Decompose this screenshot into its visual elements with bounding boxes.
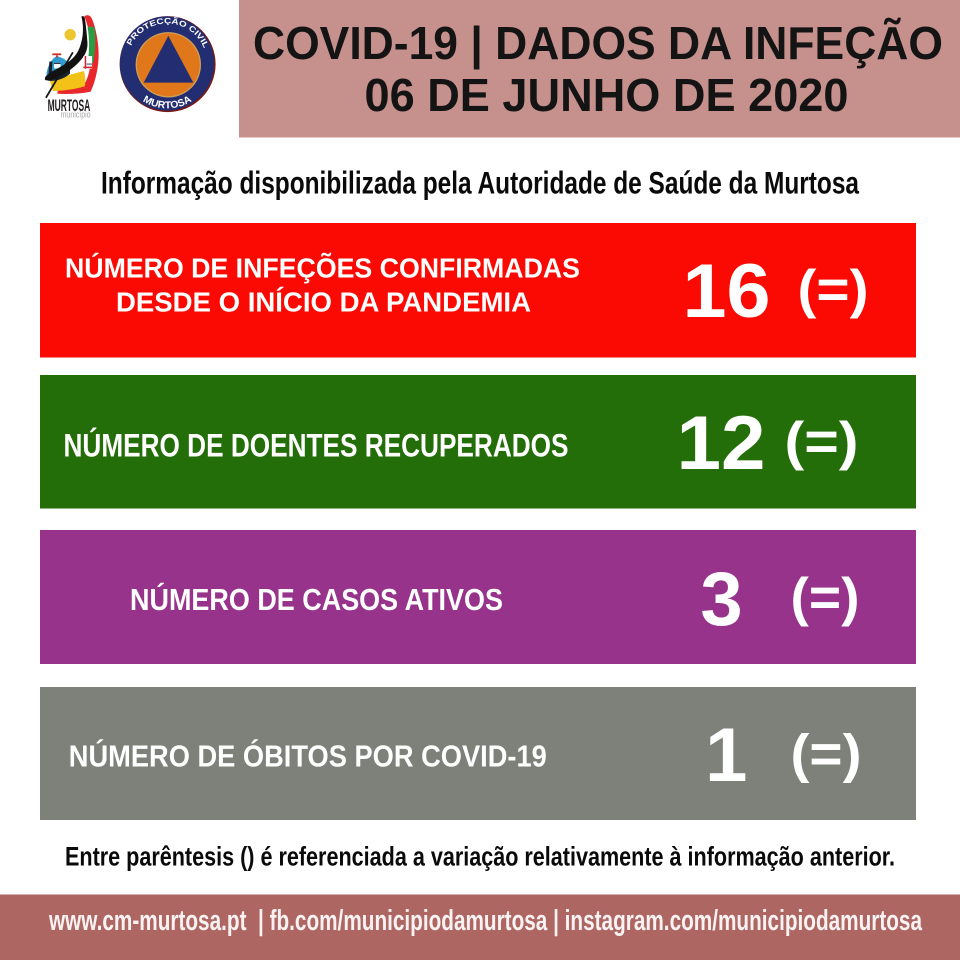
svg-text:Entre parêntesis () é referenc: Entre parêntesis () é referenciada a var…: [65, 842, 895, 872]
svg-text:COVID-19 | DADOS DA INFEÇÃO: COVID-19 | DADOS DA INFEÇÃO: [253, 17, 943, 69]
svg-text:município: município: [61, 109, 91, 119]
svg-text:16: 16: [683, 249, 771, 334]
svg-text:www.cm-murtosa.pt | fb.com/mu: www.cm-murtosa.pt | fb.com/municipiodamu…: [48, 905, 922, 937]
svg-text:MURTOSA: MURTOSA: [141, 94, 193, 112]
svg-text:NÚMERO DE DOENTES RECUPERADOS: NÚMERO DE DOENTES RECUPERADOS: [64, 428, 569, 464]
svg-text:06 DE JUNHO DE 2020: 06 DE JUNHO DE 2020: [365, 69, 849, 121]
svg-text:MURTOSA: MURTOSA: [48, 96, 91, 115]
svg-text:(=): (=): [798, 260, 869, 320]
svg-text:NÚMERO DE CASOS ATIVOS: NÚMERO DE CASOS ATIVOS: [130, 583, 503, 617]
svg-text:NÚMERO DE ÓBITOS POR COVID-19: NÚMERO DE ÓBITOS POR COVID-19: [69, 740, 547, 774]
svg-text:1: 1: [705, 713, 747, 798]
svg-text:(=): (=): [791, 568, 860, 628]
svg-text:DESDE O INÍCIO DA PANDEMIA: DESDE O INÍCIO DA PANDEMIA: [116, 285, 531, 317]
svg-text:(=): (=): [791, 724, 862, 784]
svg-text:3: 3: [700, 557, 742, 642]
svg-text:(=): (=): [785, 412, 859, 472]
svg-text:NÚMERO DE INFEÇÕES CONFIRMADAS: NÚMERO DE INFEÇÕES CONFIRMADAS: [65, 252, 580, 284]
svg-text:12: 12: [677, 401, 766, 486]
svg-text:Informação disponibilizada pel: Informação disponibilizada pela Autorida…: [101, 164, 859, 200]
